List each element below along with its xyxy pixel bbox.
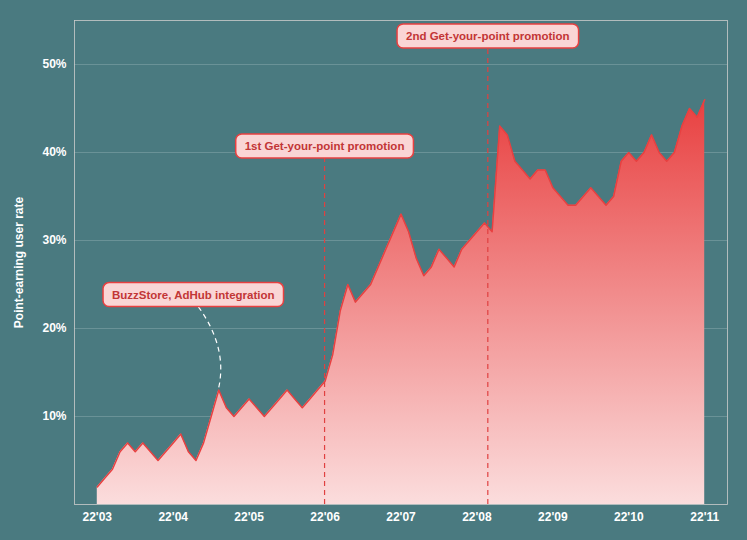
svg-text:20%: 20% — [42, 321, 66, 335]
svg-text:50%: 50% — [42, 57, 66, 71]
svg-text:1st Get-your-point promotion: 1st Get-your-point promotion — [245, 140, 405, 152]
svg-text:22'04: 22'04 — [158, 510, 188, 524]
svg-text:Point-earning user rate: Point-earning user rate — [12, 197, 26, 329]
svg-text:22'06: 22'06 — [310, 510, 340, 524]
svg-text:2nd Get-your-point promotion: 2nd Get-your-point promotion — [406, 30, 570, 42]
svg-text:22'09: 22'09 — [538, 510, 568, 524]
svg-text:22'11: 22'11 — [690, 510, 719, 524]
svg-text:10%: 10% — [42, 409, 66, 423]
svg-text:40%: 40% — [42, 145, 66, 159]
svg-text:22'03: 22'03 — [82, 510, 112, 524]
svg-text:22'08: 22'08 — [462, 510, 492, 524]
svg-text:22'05: 22'05 — [234, 510, 264, 524]
svg-text:22'07: 22'07 — [386, 510, 416, 524]
svg-text:22'10: 22'10 — [614, 510, 644, 524]
svg-text:BuzzStore, AdHub integration: BuzzStore, AdHub integration — [112, 289, 274, 301]
svg-text:30%: 30% — [42, 233, 66, 247]
